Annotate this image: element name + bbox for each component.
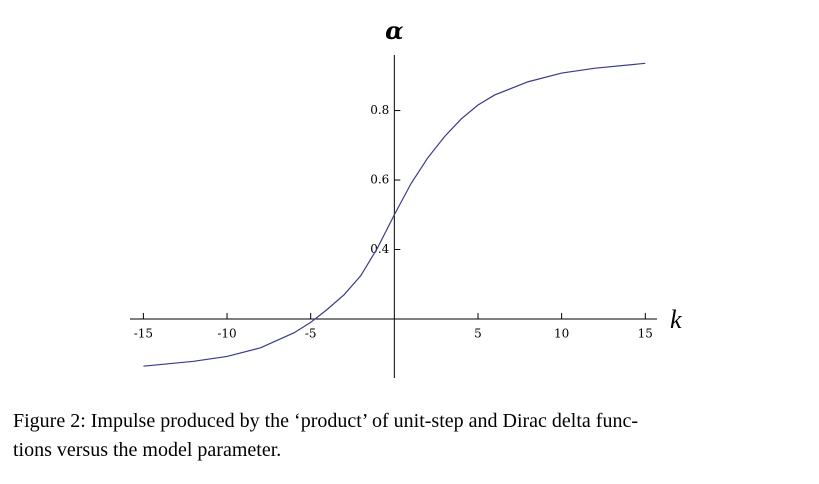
x-tick-label: 10 (554, 326, 569, 340)
caption-line: Figure 2: Impulse produced by the ‘produ… (13, 410, 638, 432)
x-tick-label: -15 (134, 326, 153, 340)
x-tick-label: -5 (305, 326, 317, 340)
x-tick-label: 15 (638, 326, 653, 340)
caption-line: tions versus the model parameter. (13, 439, 281, 461)
y-axis-label: α (385, 16, 403, 45)
x-axis-label: k (670, 305, 682, 334)
x-tick-label: 5 (474, 326, 482, 340)
y-tick-label: 0.6 (370, 173, 389, 187)
data-line (143, 62, 646, 367)
x-tick-label: -10 (217, 326, 236, 340)
y-tick-label: 0.8 (370, 103, 389, 117)
